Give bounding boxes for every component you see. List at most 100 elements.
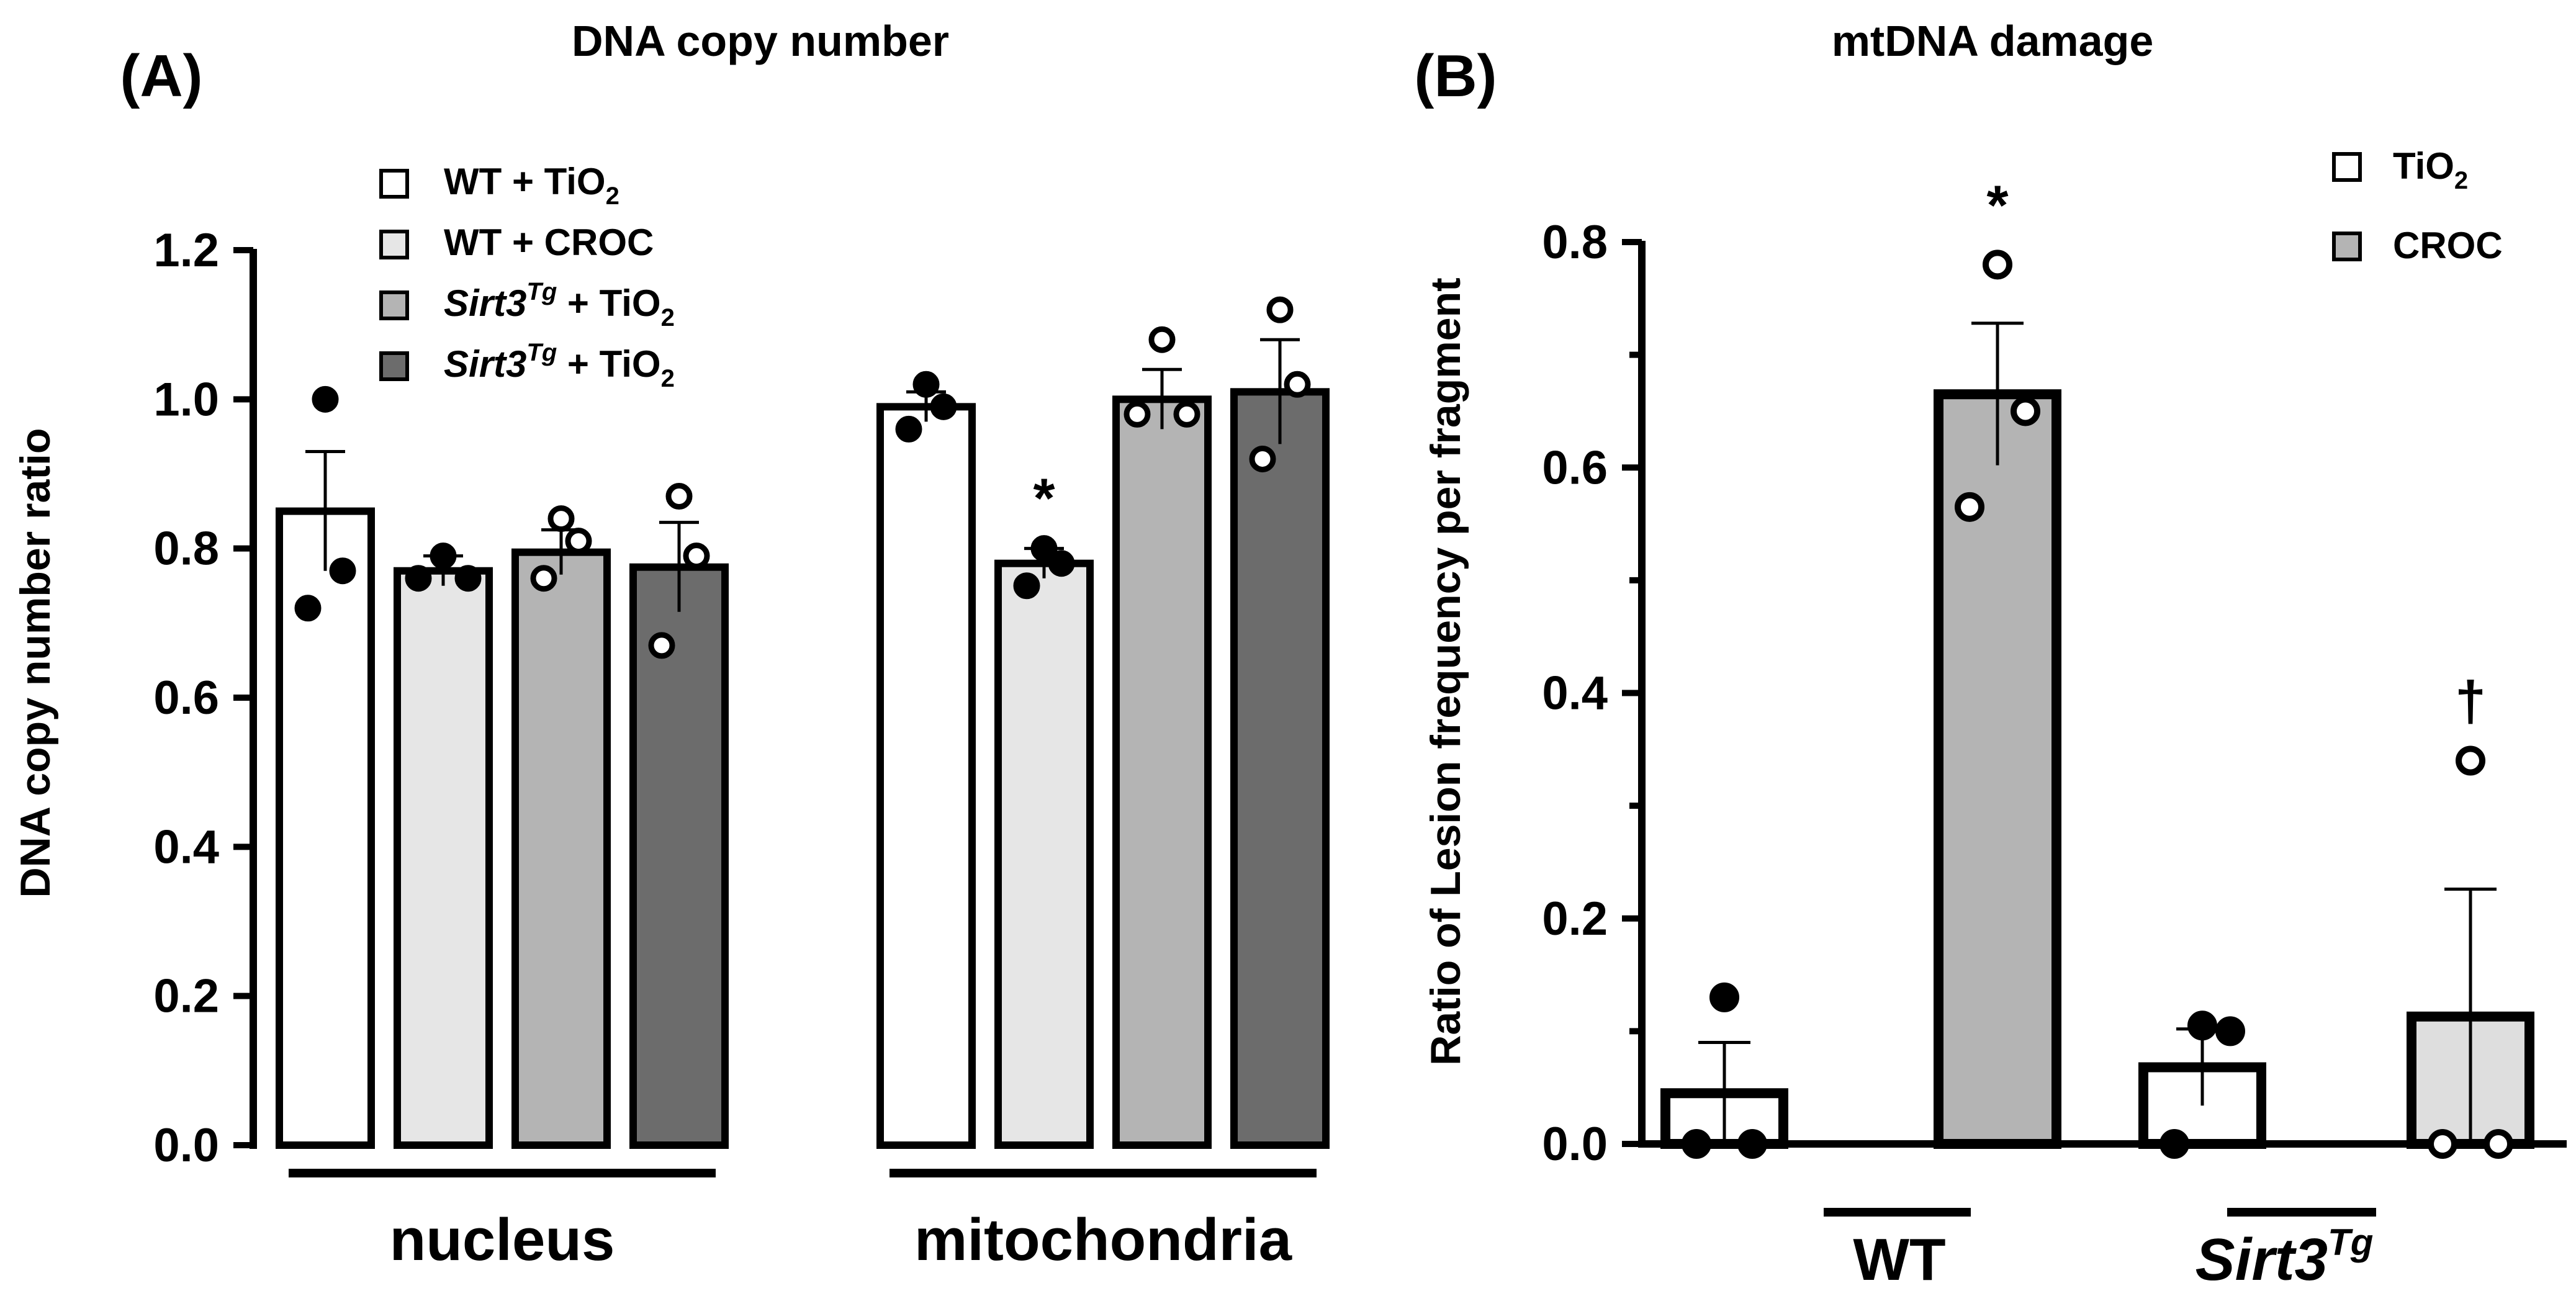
legend-swatch: [379, 351, 409, 381]
panel-a-data-points: [294, 296, 1311, 659]
data-point: [648, 632, 675, 659]
group-label: Sirt3Tg: [2195, 1222, 2374, 1293]
panel-b-y-axis-label: Ratio of Lesion frequency per fragment: [1422, 277, 1469, 1066]
data-point: [2011, 396, 2040, 426]
panel-b-data-points: [1682, 250, 2513, 1159]
legend-swatch: [379, 290, 409, 320]
legend-prefix: TiO: [2393, 145, 2454, 187]
data-point: [1173, 400, 1200, 428]
panel-a-y-axis-label: DNA copy number ratio: [12, 428, 59, 898]
legend-suffix: + TiO: [557, 282, 660, 324]
group-label: mitochondria: [914, 1207, 1292, 1273]
data-point: [683, 542, 710, 570]
group-label-text: WT: [1853, 1226, 1945, 1293]
group-label-superscript: Tg: [2328, 1222, 2373, 1263]
data-point: [895, 415, 922, 443]
legend-prefix: CROC: [2393, 225, 2503, 266]
legend-swatch: [379, 230, 409, 259]
bar: [394, 567, 493, 1149]
panel-b-group-labels: WT Sirt3Tg: [1824, 1208, 2376, 1293]
data-point: [454, 565, 482, 592]
panel-a-title: DNA copy number: [572, 17, 949, 65]
panel-b-error-bars: [1698, 322, 2497, 1144]
data-point: [1955, 492, 1984, 522]
panel-b-title: mtDNA damage: [1832, 17, 2154, 65]
data-point: [1030, 535, 1058, 562]
significance-marker: *: [1986, 174, 2008, 236]
data-point: [1682, 1129, 1711, 1159]
y-tick-label: 0.4: [1542, 667, 1608, 720]
panel-b-annotations: *†: [1986, 174, 2486, 732]
data-point: [1249, 445, 1276, 472]
panel-b: mtDNA damage (B) Ratio of Lesion frequen…: [1414, 17, 2567, 1293]
panel-b-legend: TiO2 CROC: [2332, 145, 2503, 266]
y-tick-label: 1.2: [153, 224, 219, 277]
data-point: [565, 528, 592, 555]
panel-a-bars: [276, 388, 1330, 1149]
y-tick-label: 0.2: [1542, 893, 1608, 945]
y-tick-label: 0.6: [153, 672, 219, 724]
data-point: [530, 565, 557, 592]
y-tick-label: 0.2: [153, 970, 219, 1023]
panel-b-bars: [1660, 389, 2534, 1150]
legend-prefix: WT: [444, 161, 502, 202]
group-label: WT: [1853, 1226, 1945, 1293]
y-tick-label: 0.4: [153, 821, 219, 873]
legend-subscript: 2: [661, 304, 675, 331]
data-point: [2187, 1010, 2217, 1041]
panel-a-annotations: *: [1033, 468, 1055, 530]
significance-marker: *: [1033, 468, 1055, 530]
legend-suffix: + TiO: [502, 161, 605, 202]
legend-label: Sirt3Tg + TiO2: [444, 278, 675, 331]
data-point: [1709, 982, 1739, 1012]
legend-label: Sirt3Tg + TiO2: [444, 339, 675, 392]
legend-prefix: Sirt3: [444, 343, 526, 385]
y-tick-label: 1.0: [153, 373, 219, 426]
data-point: [1737, 1129, 1767, 1159]
group-label-text: Sirt3: [2195, 1226, 2328, 1293]
bar: [276, 507, 375, 1149]
y-tick-label: 0.0: [153, 1119, 219, 1172]
bar: [511, 548, 611, 1149]
legend-swatch: [2332, 152, 2362, 182]
panel-b-label: (B): [1414, 43, 1497, 109]
legend-label: WT + CROC: [444, 222, 654, 263]
data-point: [930, 393, 957, 420]
data-point: [665, 483, 693, 510]
data-point: [405, 565, 432, 592]
bar: [629, 563, 729, 1149]
data-point: [1148, 326, 1176, 353]
bar: [1112, 395, 1212, 1149]
data-point: [2456, 745, 2485, 776]
legend-suffix: + TiO: [557, 343, 660, 385]
y-tick-label: 0.0: [1542, 1118, 1608, 1171]
data-point: [430, 542, 457, 570]
data-point: [547, 505, 575, 533]
legend-swatch: [379, 169, 409, 199]
legend-subscript: 2: [661, 365, 675, 392]
legend-prefix: WT: [444, 222, 502, 263]
data-point: [1013, 572, 1040, 600]
legend-label: TiO2: [2393, 145, 2468, 194]
panel-a-label: (A): [120, 43, 202, 109]
data-point: [1266, 296, 1294, 323]
data-point: [2159, 1129, 2189, 1159]
panel-b-y-axis: 0.0 0.2 0.4 0.6 0.8: [1542, 216, 2567, 1171]
y-tick-label: 0.8: [1542, 216, 1608, 269]
y-tick-label: 0.8: [153, 523, 219, 575]
legend-swatch: [2332, 232, 2362, 261]
legend-subscript: 2: [2454, 167, 2468, 194]
significance-marker: †: [2455, 670, 2486, 732]
legend-label: CROC: [2393, 225, 2503, 266]
bar: [1934, 389, 2061, 1149]
legend-superscript: Tg: [526, 278, 557, 305]
data-point: [2428, 1129, 2457, 1159]
legend-label: WT + TiO2: [444, 161, 619, 210]
data-point: [312, 385, 339, 413]
data-point: [1284, 371, 1311, 398]
legend-superscript: Tg: [526, 339, 557, 366]
legend-prefix: Sirt3: [444, 282, 526, 324]
panel-a: DNA copy number (A) DNA copy number rati…: [12, 17, 1330, 1273]
panel-a-group-labels: nucleus mitochondria: [289, 1169, 1317, 1273]
data-point: [912, 371, 940, 398]
